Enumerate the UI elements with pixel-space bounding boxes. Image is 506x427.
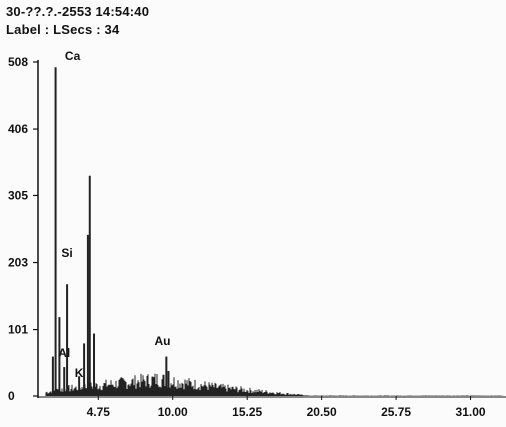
x-tick-label: 20.50 [307,405,337,419]
y-tick-label: 406 [8,122,28,136]
y-tick-label: 0 [8,389,15,403]
peak-label-ca: Ca [65,49,81,63]
peak-label-au: Au [154,334,170,348]
timestamp-text: 30-??.?.-2553 14:54:40 [6,4,150,19]
x-tick-label: 31.00 [456,405,486,419]
y-tick-label: 305 [8,188,28,202]
peak-label-al: Al [58,346,70,360]
spectrum-bars [45,67,504,396]
y-tick-label: 101 [8,323,28,337]
peak-label-k: K [75,366,84,380]
x-tick-label: 10.00 [158,405,188,419]
x-tick-label: 4.75 [87,405,111,419]
y-axis-ticks: 0 101 203 305 406 508 [8,55,38,403]
y-tick-label: 203 [8,256,28,270]
chart-axes [37,60,506,398]
label-line-text: Label : LSecs : 34 [6,22,120,37]
x-axis-ticks: 4.75 10.00 15.25 20.50 25.75 31.00 [87,396,486,419]
x-tick-label: 25.75 [381,405,411,419]
peak-labels: Ca Si Al K Au [58,49,170,380]
y-tick-label: 508 [8,55,28,69]
x-tick-label: 15.25 [232,405,262,419]
peak-label-si: Si [61,246,72,260]
